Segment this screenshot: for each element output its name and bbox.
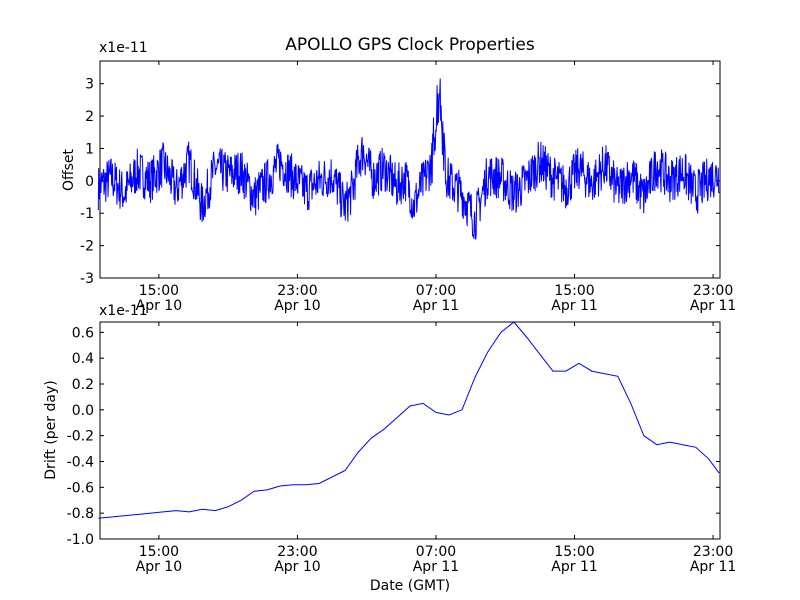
offset-xtick-date: Apr 11 <box>551 298 597 314</box>
offset-xtick-date: Apr 10 <box>274 298 320 314</box>
drift-multiplier: x1e-11 <box>99 303 148 319</box>
offset-ylabel: Offset <box>61 148 77 191</box>
drift-xtick-date: Apr 10 <box>136 559 182 575</box>
offset-xtick-time: 15:00 <box>554 283 594 299</box>
drift-xtick-time: 15:00 <box>139 544 179 560</box>
drift-panel: x1e-11 Drift (per day) Date (GMT) -1.0 -0… <box>43 303 736 594</box>
drift-ytick-label: 0.4 <box>72 351 94 367</box>
offset-y-ticks: -3 -2 -1 0 1 2 3 <box>80 77 720 287</box>
drift-ytick-label: -0.8 <box>67 506 94 522</box>
drift-ytick-label: 0.6 <box>72 325 94 341</box>
drift-xtick-time: 23:00 <box>277 544 317 560</box>
drift-xtick-date: Apr 11 <box>690 559 736 575</box>
drift-series-line <box>98 321 720 519</box>
drift-axes-frame <box>99 321 721 540</box>
offset-ytick-label: -3 <box>80 271 94 287</box>
offset-xtick-date: Apr 11 <box>413 298 459 314</box>
offset-ytick-label: 3 <box>85 77 94 93</box>
drift-xtick-date: Apr 11 <box>551 559 597 575</box>
offset-panel: APOLLO GPS Clock Properties x1e-11 Offse… <box>61 35 736 314</box>
offset-xtick-time: 07:00 <box>416 283 456 299</box>
offset-xtick-date: Apr 11 <box>690 298 736 314</box>
drift-ytick-label: -0.4 <box>67 455 94 471</box>
drift-ytick-label: 0.0 <box>72 403 94 419</box>
offset-ytick-label: 2 <box>85 109 94 125</box>
drift-ytick-label: -0.2 <box>67 429 94 445</box>
offset-axes-frame <box>99 60 721 279</box>
drift-xlabel: Date (GMT) <box>370 578 450 594</box>
drift-xtick-time: 15:00 <box>554 544 594 560</box>
offset-xtick-time: 23:00 <box>277 283 317 299</box>
drift-ytick-label: -0.6 <box>67 480 94 496</box>
drift-ytick-label: 0.2 <box>72 377 94 393</box>
drift-ylabel: Drift (per day) <box>43 380 59 479</box>
offset-ytick-label: 0 <box>85 174 94 190</box>
offset-ytick-label: -2 <box>80 239 94 255</box>
offset-series-line <box>97 78 720 240</box>
offset-multiplier: x1e-11 <box>99 40 148 56</box>
offset-xtick-time: 23:00 <box>693 283 733 299</box>
offset-ytick-label: -1 <box>80 206 94 222</box>
chart-title: APOLLO GPS Clock Properties <box>285 35 535 55</box>
drift-xtick-time: 07:00 <box>416 544 456 560</box>
drift-xtick-date: Apr 11 <box>413 559 459 575</box>
offset-xtick-time: 15:00 <box>139 283 179 299</box>
offset-ytick-label: 1 <box>85 141 94 157</box>
offset-xtick-date: Apr 10 <box>136 298 182 314</box>
drift-y-ticks: -1.0 -0.8 -0.6 -0.4 -0.2 0.0 0.2 0.4 0.6 <box>67 325 720 548</box>
drift-ytick-label: -1.0 <box>67 532 94 548</box>
drift-xtick-time: 23:00 <box>693 544 733 560</box>
drift-xtick-date: Apr 10 <box>274 559 320 575</box>
